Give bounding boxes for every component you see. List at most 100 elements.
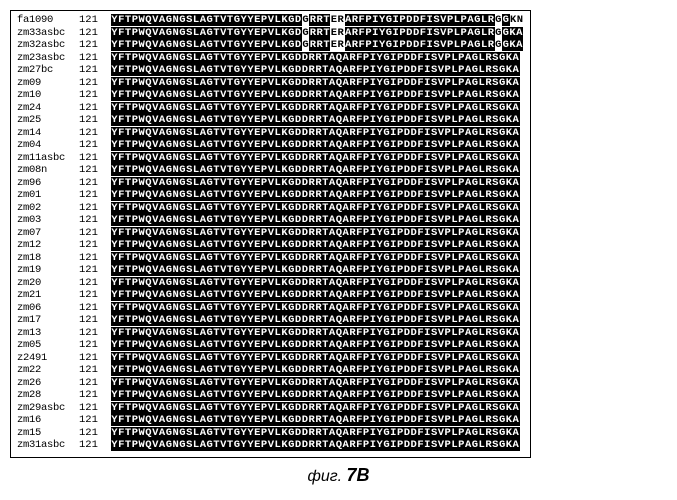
sequence-label: zm01	[17, 190, 79, 201]
alignment-row: zm04121YFTPWQVAGNGSLAGTVTGYYEPVLKGDDRRTA…	[17, 140, 524, 153]
sequence-label: zm15	[17, 428, 79, 439]
sequence-label: zm05	[17, 340, 79, 351]
sequence-residues: YFTPWQVAGNGSLAGTVTGYYEPVLKGDDRRTAQARFPIY…	[111, 290, 520, 301]
alignment-row: zm01121YFTPWQVAGNGSLAGTVTGYYEPVLKGDDRRTA…	[17, 190, 524, 203]
sequence-label: zm27bc	[17, 65, 79, 76]
sequence-position: 121	[79, 340, 111, 351]
sequence-label: zm06	[17, 303, 79, 314]
sequence-label: fa1090	[17, 15, 79, 26]
alignment-row: zm31asbc121YFTPWQVAGNGSLAGTVTGYYEPVLKGDD…	[17, 440, 524, 453]
sequence-residues: YFTPWQVAGNGSLAGTVTGYYEPVLKGDDRRTAQARFPIY…	[111, 303, 520, 314]
sequence-residues: YFTPWQVAGNGSLAGTVTGYYEPVLKGDDRRTAQARFPIY…	[111, 65, 520, 76]
sequence-position: 121	[79, 65, 111, 76]
alignment-row: zm03121YFTPWQVAGNGSLAGTVTGYYEPVLKGDDRRTA…	[17, 215, 524, 228]
sequence-label: zm09	[17, 78, 79, 89]
figure-number: 7B	[347, 465, 370, 485]
sequence-label: zm03	[17, 215, 79, 226]
sequence-label: zm23asbc	[17, 53, 79, 64]
alignment-row: zm17121YFTPWQVAGNGSLAGTVTGYYEPVLKGDDRRTA…	[17, 315, 524, 328]
sequence-residues: YFTPWQVAGNGSLAGTVTGYYEPVLKGDDRRTAQARFPIY…	[111, 153, 520, 164]
sequence-label: zm31asbc	[17, 440, 79, 451]
sequence-position: 121	[79, 103, 111, 114]
sequence-position: 121	[79, 78, 111, 89]
sequence-label: zm25	[17, 115, 79, 126]
sequence-residues: YFTPWQVAGNGSLAGTVTGYYEPVLKGDDRRTAQARFPIY…	[111, 340, 520, 351]
sequence-label: zm29asbc	[17, 403, 79, 414]
sequence-residues: YFTPWQVAGNGSLAGTVTGYYEPVLKGDGRRTERARFPIY…	[111, 40, 523, 51]
sequence-residues: YFTPWQVAGNGSLAGTVTGYYEPVLKGDGRRTERARFPIY…	[111, 28, 523, 39]
sequence-position: 121	[79, 265, 111, 276]
sequence-label: zm28	[17, 390, 79, 401]
sequence-position: 121	[79, 328, 111, 339]
sequence-label: zm11asbc	[17, 153, 79, 164]
sequence-label: zm33asbc	[17, 28, 79, 39]
alignment-row: fa1090121YFTPWQVAGNGSLAGTVTGYYEPVLKGDGRR…	[17, 15, 524, 28]
sequence-residues: YFTPWQVAGNGSLAGTVTGYYEPVLKGDDRRTAQARFPIY…	[111, 53, 520, 64]
sequence-label: zm96	[17, 178, 79, 189]
sequence-position: 121	[79, 440, 111, 451]
sequence-residues: YFTPWQVAGNGSLAGTVTGYYEPVLKGDDRRTAQARFPIY…	[111, 378, 520, 389]
sequence-position: 121	[79, 240, 111, 251]
sequence-position: 121	[79, 365, 111, 376]
sequence-position: 121	[79, 315, 111, 326]
alignment-row: zm22121YFTPWQVAGNGSLAGTVTGYYEPVLKGDDRRTA…	[17, 365, 524, 378]
sequence-position: 121	[79, 140, 111, 151]
alignment-row: zm16121YFTPWQVAGNGSLAGTVTGYYEPVLKGDDRRTA…	[17, 415, 524, 428]
sequence-residues: YFTPWQVAGNGSLAGTVTGYYEPVLKGDDRRTAQARFPIY…	[111, 90, 520, 101]
alignment-row: zm10121YFTPWQVAGNGSLAGTVTGYYEPVLKGDDRRTA…	[17, 90, 524, 103]
sequence-label: zm20	[17, 278, 79, 289]
sequence-position: 121	[79, 253, 111, 264]
sequence-residues: YFTPWQVAGNGSLAGTVTGYYEPVLKGDDRRTAQARFPIY…	[111, 128, 520, 139]
sequence-residues: YFTPWQVAGNGSLAGTVTGYYEPVLKGDDRRTAQARFPIY…	[111, 253, 520, 264]
sequence-position: 121	[79, 178, 111, 189]
sequence-residues: YFTPWQVAGNGSLAGTVTGYYEPVLKGDDRRTAQARFPIY…	[111, 203, 520, 214]
sequence-label: zm10	[17, 90, 79, 101]
sequence-label: zm12	[17, 240, 79, 251]
sequence-position: 121	[79, 303, 111, 314]
sequence-residues: YFTPWQVAGNGSLAGTVTGYYEPVLKGDDRRTAQARFPIY…	[111, 178, 520, 189]
sequence-residues: YFTPWQVAGNGSLAGTVTGYYEPVLKGDDRRTAQARFPIY…	[111, 78, 520, 89]
sequence-position: 121	[79, 28, 111, 39]
sequence-position: 121	[79, 53, 111, 64]
alignment-row: zm27bc121YFTPWQVAGNGSLAGTVTGYYEPVLKGDDRR…	[17, 65, 524, 78]
sequence-label: zm19	[17, 265, 79, 276]
sequence-residues: YFTPWQVAGNGSLAGTVTGYYEPVLKGDDRRTAQARFPIY…	[111, 403, 520, 414]
sequence-label: zm17	[17, 315, 79, 326]
sequence-residues: YFTPWQVAGNGSLAGTVTGYYEPVLKGDDRRTAQARFPIY…	[111, 415, 520, 426]
sequence-position: 121	[79, 15, 111, 26]
sequence-position: 121	[79, 190, 111, 201]
alignment-table: fa1090121YFTPWQVAGNGSLAGTVTGYYEPVLKGDGRR…	[10, 10, 531, 458]
sequence-residues: YFTPWQVAGNGSLAGTVTGYYEPVLKGDDRRTAQARFPIY…	[111, 103, 520, 114]
sequence-label: zm22	[17, 365, 79, 376]
sequence-position: 121	[79, 278, 111, 289]
alignment-row: zm25121YFTPWQVAGNGSLAGTVTGYYEPVLKGDDRRTA…	[17, 115, 524, 128]
sequence-label: zm21	[17, 290, 79, 301]
sequence-residues: YFTPWQVAGNGSLAGTVTGYYEPVLKGDGRRTERARFPIY…	[111, 15, 524, 26]
sequence-residues: YFTPWQVAGNGSLAGTVTGYYEPVLKGDDRRTAQARFPIY…	[111, 328, 520, 339]
sequence-position: 121	[79, 115, 111, 126]
sequence-residues: YFTPWQVAGNGSLAGTVTGYYEPVLKGDDRRTAQARFPIY…	[111, 390, 520, 401]
sequence-label: zm02	[17, 203, 79, 214]
sequence-position: 121	[79, 90, 111, 101]
sequence-position: 121	[79, 40, 111, 51]
sequence-position: 121	[79, 403, 111, 414]
sequence-residues: YFTPWQVAGNGSLAGTVTGYYEPVLKGDDRRTAQARFPIY…	[111, 315, 520, 326]
sequence-position: 121	[79, 353, 111, 364]
sequence-label: zm13	[17, 328, 79, 339]
sequence-residues: YFTPWQVAGNGSLAGTVTGYYEPVLKGDDRRTAQARFPIY…	[111, 165, 520, 176]
sequence-label: zm04	[17, 140, 79, 151]
sequence-position: 121	[79, 203, 111, 214]
sequence-label: zm14	[17, 128, 79, 139]
sequence-label: zm32asbc	[17, 40, 79, 51]
sequence-label: zm16	[17, 415, 79, 426]
sequence-residues: YFTPWQVAGNGSLAGTVTGYYEPVLKGDDRRTAQARFPIY…	[111, 215, 520, 226]
sequence-position: 121	[79, 415, 111, 426]
alignment-row: zm08n121YFTPWQVAGNGSLAGTVTGYYEPVLKGDDRRT…	[17, 165, 524, 178]
sequence-position: 121	[79, 390, 111, 401]
alignment-row: zm05121YFTPWQVAGNGSLAGTVTGYYEPVLKGDDRRTA…	[17, 340, 524, 353]
sequence-label: zm24	[17, 103, 79, 114]
sequence-residues: YFTPWQVAGNGSLAGTVTGYYEPVLKGDDRRTAQARFPIY…	[111, 278, 520, 289]
sequence-residues: YFTPWQVAGNGSLAGTVTGYYEPVLKGDDRRTAQARFPIY…	[111, 240, 520, 251]
sequence-position: 121	[79, 215, 111, 226]
sequence-residues: YFTPWQVAGNGSLAGTVTGYYEPVLKGDDRRTAQARFPIY…	[111, 428, 520, 439]
